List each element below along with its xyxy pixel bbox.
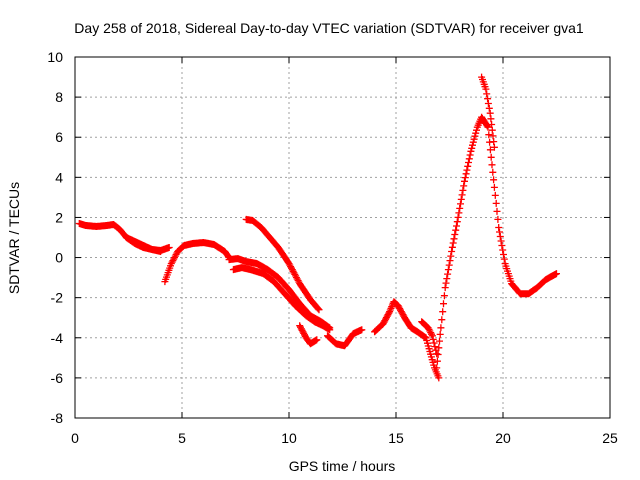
y-tick-label: 6 [55, 129, 63, 145]
plot-area [75, 73, 560, 382]
y-tick-label: 10 [47, 49, 63, 65]
y-tick-label: 4 [55, 169, 63, 185]
series-markers [418, 318, 441, 358]
series-arc-6 [242, 215, 323, 314]
y-tick-label: 2 [55, 209, 63, 225]
plot-frame [74, 56, 611, 419]
y-tick-label: -8 [51, 410, 64, 426]
x-tick-label: 15 [388, 430, 404, 446]
x-tick-label: 20 [495, 430, 511, 446]
series-markers [324, 326, 366, 350]
y-tick-label: -2 [51, 290, 64, 306]
series-markers [122, 234, 173, 254]
series-arc-8 [324, 326, 366, 350]
series-arc-3 [161, 239, 233, 286]
x-tick-labels: 0 5 10 15 20 25 [71, 430, 618, 446]
series-arc-10 [418, 318, 441, 358]
series-markers [242, 215, 323, 314]
y-tick-label: 8 [55, 89, 63, 105]
series-markers [433, 113, 560, 372]
axis-ticks [74, 56, 611, 419]
series-arc-12 [478, 73, 498, 151]
x-tick-label: 5 [178, 430, 186, 446]
series-arc-7 [296, 322, 321, 348]
x-tick-label: 25 [602, 430, 618, 446]
series-markers [296, 322, 321, 348]
series-arc-9 [371, 298, 443, 382]
chart-title: Day 258 of 2018, Sidereal Day-to-day VTE… [74, 20, 584, 36]
series-markers [229, 264, 334, 334]
x-axis-label: GPS time / hours [289, 458, 396, 474]
y-axis-label: SDTVAR / TECUs [6, 182, 22, 294]
series-arc-2 [122, 234, 173, 254]
series-arc-11 [433, 113, 560, 372]
y-tick-label: -6 [51, 370, 64, 386]
grid-lines [75, 57, 610, 418]
y-tick-label: -4 [51, 330, 64, 346]
series-markers [478, 73, 498, 151]
series-markers [371, 298, 443, 382]
x-tick-label: 0 [71, 430, 79, 446]
y-tick-label: 0 [55, 250, 63, 266]
y-tick-labels: -8 -6 -4 -2 0 2 4 6 8 10 [47, 49, 63, 426]
series-markers [161, 239, 233, 286]
x-tick-label: 10 [281, 430, 297, 446]
series-arc-5 [229, 264, 334, 334]
